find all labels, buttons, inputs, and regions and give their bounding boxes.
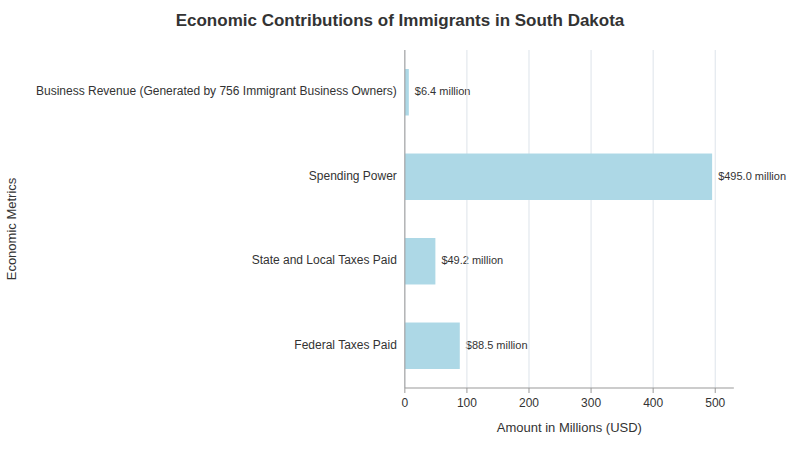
tick-label: 400 [643,396,663,410]
grid-line [528,50,529,388]
category-label: State and Local Taxes Paid [252,253,397,267]
data-label: $88.5 million [466,339,528,351]
tick-mark [466,388,467,393]
tick-mark [715,388,716,393]
tick-mark [404,388,405,393]
bar [405,69,409,115]
tick-label: 500 [705,396,725,410]
data-label: $495.0 million [718,170,786,182]
title: Economic Contributions of Immigrants in … [176,11,625,30]
bar [405,154,712,200]
tick-mark [653,388,654,393]
tick-label: 200 [519,396,539,410]
x-axis-label: Amount in Millions (USD) [497,420,642,435]
bar [405,323,460,369]
grid-line [466,50,467,388]
y-axis-line [404,50,405,388]
grid [405,50,715,388]
category-label: Spending Power [309,169,397,183]
tick-mark [591,388,592,393]
data-label: $49.2 million [441,254,503,266]
data-label: $6.4 million [415,85,471,97]
tick-mark [528,388,529,393]
tick-label: 300 [581,396,601,410]
tick-label: 0 [402,396,409,410]
chart: Economic Contributions of Immigrants in … [0,0,800,458]
tick-label: 100 [457,396,477,410]
bar [405,238,436,284]
bars [405,69,712,369]
grid-line [653,50,654,388]
x-axis-line [405,388,734,389]
category-label: Business Revenue (Generated by 756 Immig… [36,84,397,98]
grid-line [591,50,592,388]
category-label: Federal Taxes Paid [294,338,397,352]
y-axis-label: Economic Metrics [4,177,19,280]
grid-line [404,50,405,388]
grid-line [715,50,716,388]
